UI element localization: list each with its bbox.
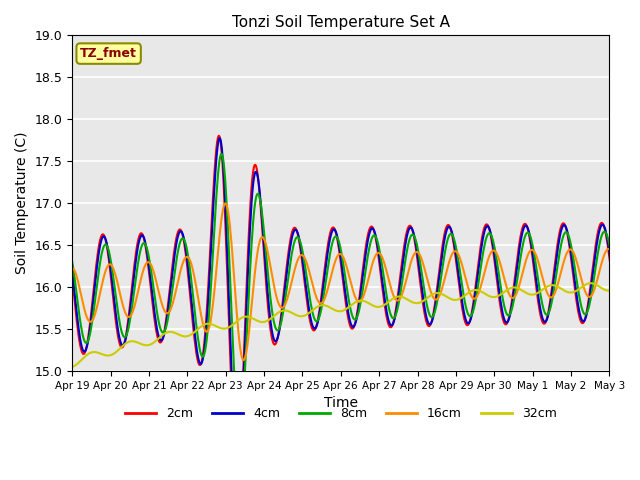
32cm (138, 341, 146, 347)
8cm (228, 310, 236, 315)
4cm (216, 135, 223, 141)
4cm (138, 232, 146, 238)
8cm (432, 306, 440, 312)
Line: 2cm: 2cm (72, 136, 640, 461)
Y-axis label: Soil Temperature (C): Soil Temperature (C) (15, 132, 29, 275)
4cm (228, 365, 236, 371)
Line: 32cm: 32cm (72, 281, 640, 367)
16cm (68, 265, 76, 271)
8cm (68, 259, 76, 264)
32cm (79, 356, 86, 362)
8cm (218, 151, 226, 157)
Legend: 2cm, 4cm, 8cm, 16cm, 32cm: 2cm, 4cm, 8cm, 16cm, 32cm (120, 402, 562, 425)
32cm (430, 291, 438, 297)
16cm (239, 357, 247, 363)
Text: TZ_fmet: TZ_fmet (80, 47, 137, 60)
8cm (236, 423, 243, 429)
2cm (432, 297, 440, 302)
8cm (449, 232, 456, 238)
32cm (196, 324, 204, 330)
16cm (138, 273, 146, 278)
Line: 16cm: 16cm (72, 204, 640, 360)
8cm (138, 243, 146, 249)
2cm (68, 274, 76, 280)
2cm (79, 350, 86, 356)
2cm (196, 362, 204, 368)
4cm (432, 301, 440, 307)
2cm (228, 388, 236, 394)
16cm (221, 201, 229, 206)
8cm (79, 332, 86, 337)
16cm (432, 297, 440, 302)
2cm (449, 233, 456, 239)
4cm (196, 361, 204, 367)
Line: 4cm: 4cm (72, 138, 640, 454)
Title: Tonzi Soil Temperature Set A: Tonzi Soil Temperature Set A (232, 15, 450, 30)
2cm (233, 458, 241, 464)
Line: 8cm: 8cm (72, 154, 640, 426)
2cm (215, 133, 223, 139)
8cm (196, 348, 204, 354)
4cm (234, 451, 242, 456)
4cm (79, 347, 86, 352)
32cm (625, 278, 632, 284)
16cm (79, 299, 86, 304)
2cm (138, 230, 146, 236)
32cm (447, 296, 454, 302)
32cm (227, 324, 234, 329)
4cm (449, 231, 456, 237)
16cm (228, 240, 236, 246)
16cm (449, 251, 456, 256)
X-axis label: Time: Time (324, 396, 358, 410)
4cm (68, 268, 76, 274)
32cm (68, 364, 76, 370)
16cm (196, 308, 204, 313)
